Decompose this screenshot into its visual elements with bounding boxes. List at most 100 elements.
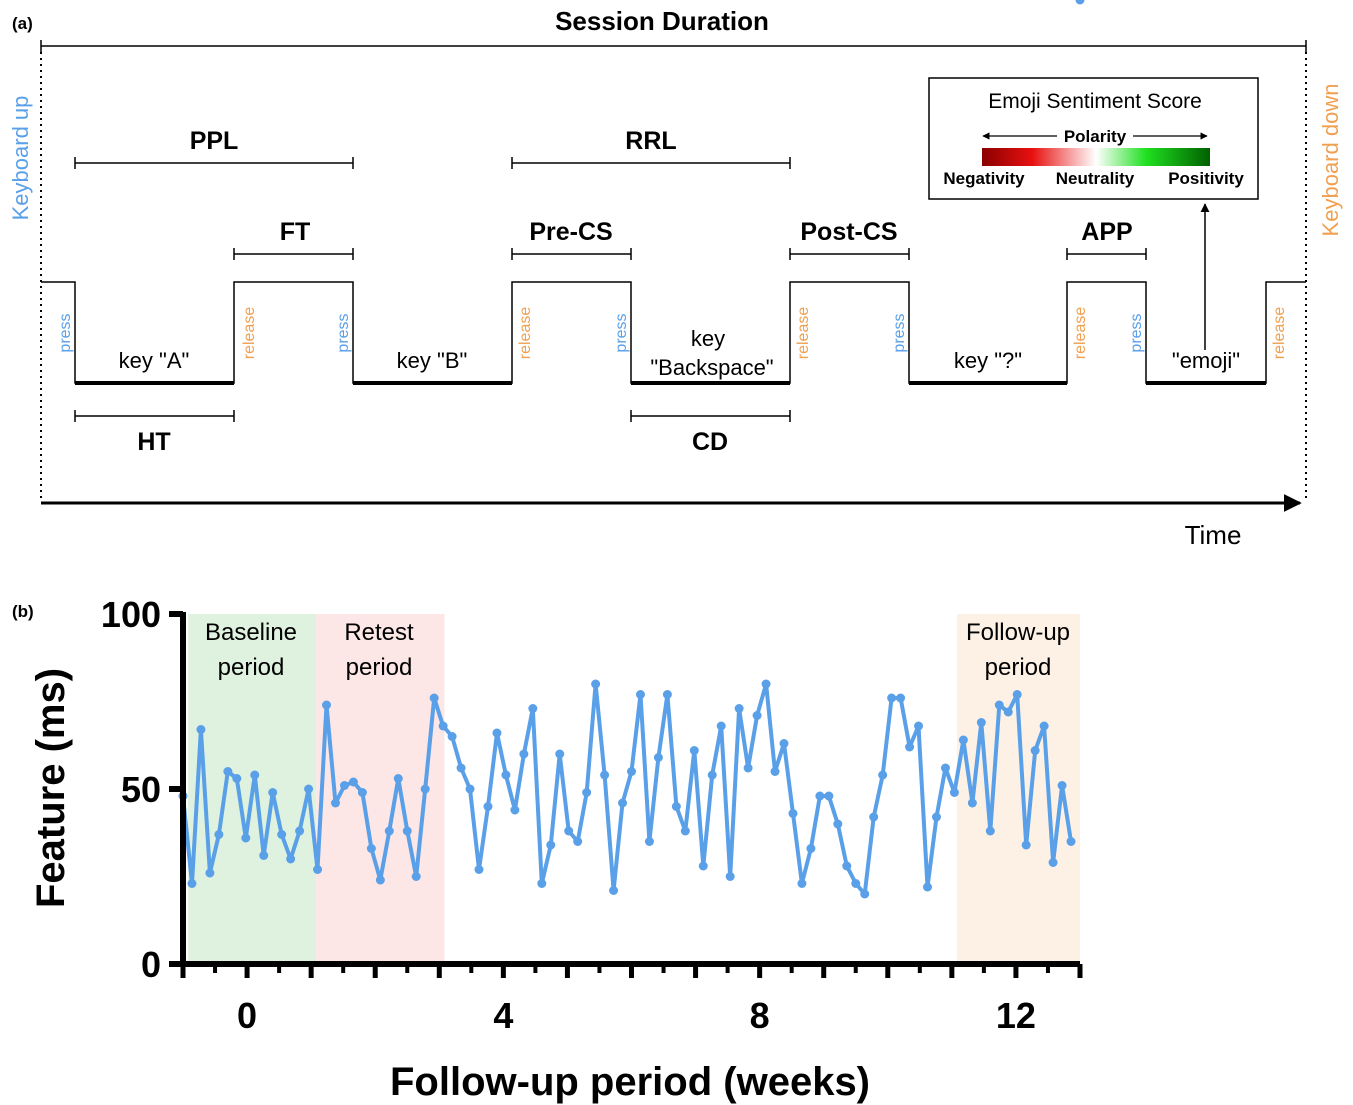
feature-data-point <box>725 872 735 881</box>
feature-data-point <box>914 721 924 731</box>
followup-period-label-line2: period <box>985 654 1052 681</box>
feature-data-point <box>680 826 690 836</box>
panel-a-label: (a) <box>12 14 33 33</box>
feature-data-point <box>1066 837 1076 846</box>
x-tick-label: 4 <box>493 995 513 1036</box>
feature-data-point <box>905 742 915 752</box>
feature-data-point <box>546 840 556 850</box>
feature-data-point <box>878 770 888 780</box>
feature-data-point <box>474 865 484 874</box>
key-emoji-label: "emoji" <box>1172 348 1240 373</box>
baseline-period-label-line2: period <box>218 654 285 681</box>
feature-data-point <box>779 739 789 748</box>
feature-data-point <box>447 732 457 741</box>
ppl-bracket <box>74 157 354 169</box>
ppl-label: PPL <box>190 127 239 155</box>
negativity-label: Negativity <box>943 169 1025 188</box>
feature-data-point <box>716 721 726 731</box>
retest-period-label-line1: Retest <box>344 619 414 646</box>
x-axis-label: Follow-up period (weeks) <box>390 1060 870 1104</box>
feature-data-point <box>591 679 601 689</box>
feature-data-point <box>815 791 825 801</box>
feature-data-point <box>958 735 968 745</box>
feature-data-point <box>241 833 251 843</box>
feature-data-point <box>671 802 681 811</box>
keyboard-up-label: Keyboard up <box>8 96 33 221</box>
feature-data-point <box>420 784 430 794</box>
rrl-label: RRL <box>625 127 676 155</box>
feature-data-point <box>1039 721 1049 731</box>
feature-data-point <box>833 819 843 829</box>
feature-data-point <box>223 767 233 776</box>
feature-data-point <box>896 693 906 703</box>
ht-label: HT <box>137 428 170 456</box>
release-label: release <box>795 307 812 360</box>
feature-data-point <box>438 721 448 731</box>
key-backspace-label-line2: "Backspace" <box>650 355 773 380</box>
press-label: press <box>891 313 908 352</box>
feature-data-point <box>214 830 224 839</box>
feature-data-point <box>949 788 959 797</box>
feature-data-point <box>618 798 628 808</box>
release-label: release <box>517 307 534 360</box>
y-tick-label: 50 <box>121 769 161 810</box>
feature-data-point <box>994 700 1004 710</box>
y-tick-label: 100 <box>101 594 161 635</box>
panel-b-label: (b) <box>12 602 34 621</box>
neutrality-label: Neutrality <box>1056 169 1135 188</box>
key-b-label: key "B" <box>397 348 468 373</box>
feature-data-point <box>384 826 394 836</box>
feature-data-point <box>851 879 861 888</box>
feature-data-point <box>501 770 511 780</box>
feature-data-point <box>330 798 340 808</box>
release-label: release <box>1271 307 1288 360</box>
feature-data-point <box>860 889 870 899</box>
feature-data-point <box>528 704 538 713</box>
feature-data-point <box>869 812 879 822</box>
feature-data-point <box>322 700 332 710</box>
feature-data-point <box>205 868 215 878</box>
feature-data-point <box>465 784 475 794</box>
feature-series-line <box>181 682 1073 896</box>
feature-data-point <box>698 861 708 871</box>
cd-label: CD <box>692 428 728 456</box>
release-label: release <box>241 307 258 360</box>
panel-b: (b) Baseline period Retest period Follow… <box>12 0 1085 1104</box>
feature-data-point <box>1048 858 1058 867</box>
polarity-label: Polarity <box>1064 127 1127 146</box>
ft-bracket <box>233 248 354 260</box>
post-cs-label: Post-CS <box>800 218 897 246</box>
feature-data-point <box>707 770 717 780</box>
key-backspace-label-line1: key <box>691 326 725 351</box>
feature-data-point <box>573 837 583 846</box>
feature-data-point <box>1057 781 1067 790</box>
feature-data-point <box>564 826 574 836</box>
axes: 0 50 100 0 4 8 12 <box>101 594 1083 1036</box>
feature-data-point <box>555 749 565 759</box>
pre-cs-bracket <box>511 248 632 260</box>
feature-series <box>178 0 1085 899</box>
retest-period-label-line2: period <box>346 654 413 681</box>
feature-data-point <box>519 749 529 759</box>
release-label: release <box>1072 307 1089 360</box>
ht-bracket <box>74 410 235 422</box>
feature-data-point <box>609 886 619 895</box>
feature-data-point <box>1003 707 1013 717</box>
feature-data-point <box>842 861 852 871</box>
ft-label: FT <box>280 218 311 246</box>
y-axis-label: Feature (ms) <box>29 668 73 908</box>
feature-data-point <box>761 679 771 689</box>
feature-data-point <box>689 746 699 755</box>
feature-data-point <box>582 788 592 797</box>
feature-data-point <box>797 879 807 888</box>
session-duration-label: Session Duration <box>555 6 769 36</box>
followup-period-label-line1: Follow-up <box>966 619 1070 646</box>
x-tick-label: 8 <box>750 995 770 1036</box>
feature-data-point <box>268 788 278 797</box>
press-label: press <box>335 313 352 352</box>
feature-data-point <box>295 826 305 836</box>
feature-data-point <box>304 784 314 794</box>
feature-data-point <box>976 718 986 727</box>
feature-data-point <box>232 774 242 783</box>
